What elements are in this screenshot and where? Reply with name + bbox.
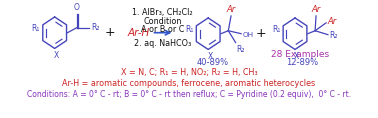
Text: Ar: Ar bbox=[311, 5, 321, 14]
Text: 12-89%: 12-89% bbox=[286, 58, 318, 67]
Text: Condition: Condition bbox=[143, 17, 182, 26]
Text: 2. aq. NaHCO₃: 2. aq. NaHCO₃ bbox=[134, 39, 191, 48]
Text: A or B or C: A or B or C bbox=[141, 25, 184, 34]
Text: X = N, C; R₁ = H, NO₂; R₂ = H, CH₃: X = N, C; R₁ = H, NO₂; R₂ = H, CH₃ bbox=[121, 68, 257, 77]
Text: Conditions: A = 0° C - rt; B = 0° C - rt then reflux; C = Pyridine (0.2 equiv), : Conditions: A = 0° C - rt; B = 0° C - rt… bbox=[27, 90, 351, 99]
Text: OH: OH bbox=[243, 32, 254, 38]
Text: X: X bbox=[294, 52, 299, 61]
Text: 28 Examples: 28 Examples bbox=[271, 50, 328, 59]
Text: Ar-H: Ar-H bbox=[128, 28, 150, 38]
Text: R₁: R₁ bbox=[32, 24, 40, 33]
Text: X: X bbox=[208, 52, 213, 61]
Text: X: X bbox=[54, 51, 59, 60]
Text: +: + bbox=[256, 27, 266, 40]
Text: R₂: R₂ bbox=[91, 23, 100, 32]
Text: Ar: Ar bbox=[226, 5, 235, 14]
Text: R₂: R₂ bbox=[330, 31, 338, 40]
Text: 40-89%: 40-89% bbox=[197, 58, 229, 67]
Text: +: + bbox=[105, 26, 116, 39]
Text: O: O bbox=[74, 3, 79, 12]
Text: R₂: R₂ bbox=[237, 44, 245, 53]
Text: R₁: R₁ bbox=[185, 25, 194, 34]
Text: R₁: R₁ bbox=[272, 25, 280, 34]
Text: Ar-H = aromatic compounds, ferrocene, aromatic heterocycles: Ar-H = aromatic compounds, ferrocene, ar… bbox=[62, 79, 316, 88]
Text: 1. AlBr₃, CH₂Cl₂: 1. AlBr₃, CH₂Cl₂ bbox=[132, 8, 193, 17]
Text: Ar: Ar bbox=[328, 17, 337, 26]
